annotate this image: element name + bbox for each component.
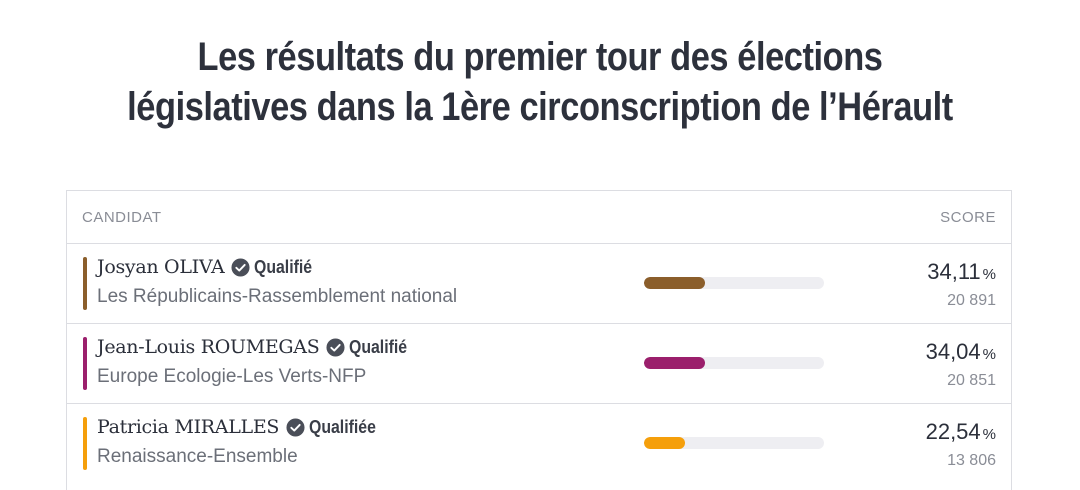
candidate-name-line: Jean-Louis ROUMEGAS Qualifié	[97, 336, 415, 358]
check-circle-icon	[326, 337, 345, 357]
page-title: Les résultats du premier tour des électi…	[76, 32, 1005, 132]
candidate-party: Les Républicains-Rassemblement national	[97, 286, 458, 307]
candidate-name: Jean-Louis ROUMEGAS	[97, 336, 320, 358]
qualified-status: Qualifié	[349, 336, 408, 357]
party-color-marker	[83, 337, 87, 390]
score-value: 34,11	[927, 259, 981, 284]
candidate-name: Patricia MIRALLES	[97, 416, 280, 438]
check-circle-icon	[231, 257, 250, 277]
score-bar	[644, 437, 824, 449]
score-bar	[644, 277, 824, 289]
party-color-marker	[83, 257, 87, 310]
table-row: Jean-Louis ROUMEGAS Qualifié Europe Ecol…	[67, 324, 1011, 404]
page-title-line-2: législatives dans la 1ère circonscriptio…	[127, 85, 953, 129]
qualified-status: Qualifié	[254, 256, 313, 277]
qualified-status: Qualifiée	[309, 416, 377, 437]
header-candidate: CANDIDAT	[82, 208, 162, 226]
candidate-party: Europe Ecologie-Les Verts-NFP	[97, 366, 367, 387]
vote-count: 20 891	[947, 292, 996, 309]
percent-sign: %	[982, 266, 996, 283]
vote-count: 13 806	[947, 452, 996, 469]
score-bar-fill	[644, 277, 706, 289]
percent-sign: %	[982, 346, 996, 363]
score-percent: 34,11%	[927, 259, 996, 285]
score-value: 34,04	[925, 339, 981, 364]
candidate-party: Renaissance-Ensemble	[97, 446, 298, 467]
candidate-name: Josyan OLIVA	[97, 256, 225, 278]
table-row: Josyan OLIVA Qualifié Les Républicains-R…	[67, 244, 1011, 324]
party-color-marker	[83, 417, 87, 470]
percent-sign: %	[982, 426, 996, 443]
score-bar	[644, 357, 824, 369]
score-percent: 22,54%	[926, 419, 996, 445]
table-header: CANDIDAT SCORE	[67, 191, 1011, 244]
score-bar-fill	[644, 357, 706, 369]
candidate-name-line: Josyan OLIVA Qualifié	[97, 256, 320, 278]
vote-count: 20 851	[947, 372, 996, 389]
page-title-line-1: Les résultats du premier tour des électi…	[197, 35, 883, 79]
score-bar-fill	[644, 437, 685, 449]
score-value: 22,54	[925, 419, 981, 444]
header-score: SCORE	[940, 208, 996, 226]
table-row: Patricia MIRALLES Qualifiée Renaissance-…	[67, 404, 1011, 484]
candidate-name-line: Patricia MIRALLES Qualifiée	[97, 416, 385, 438]
results-table: CANDIDAT SCORE Josyan OLIVA Qualifié Les…	[66, 190, 1012, 490]
score-percent: 34,04%	[926, 339, 996, 365]
check-circle-icon	[286, 417, 305, 437]
